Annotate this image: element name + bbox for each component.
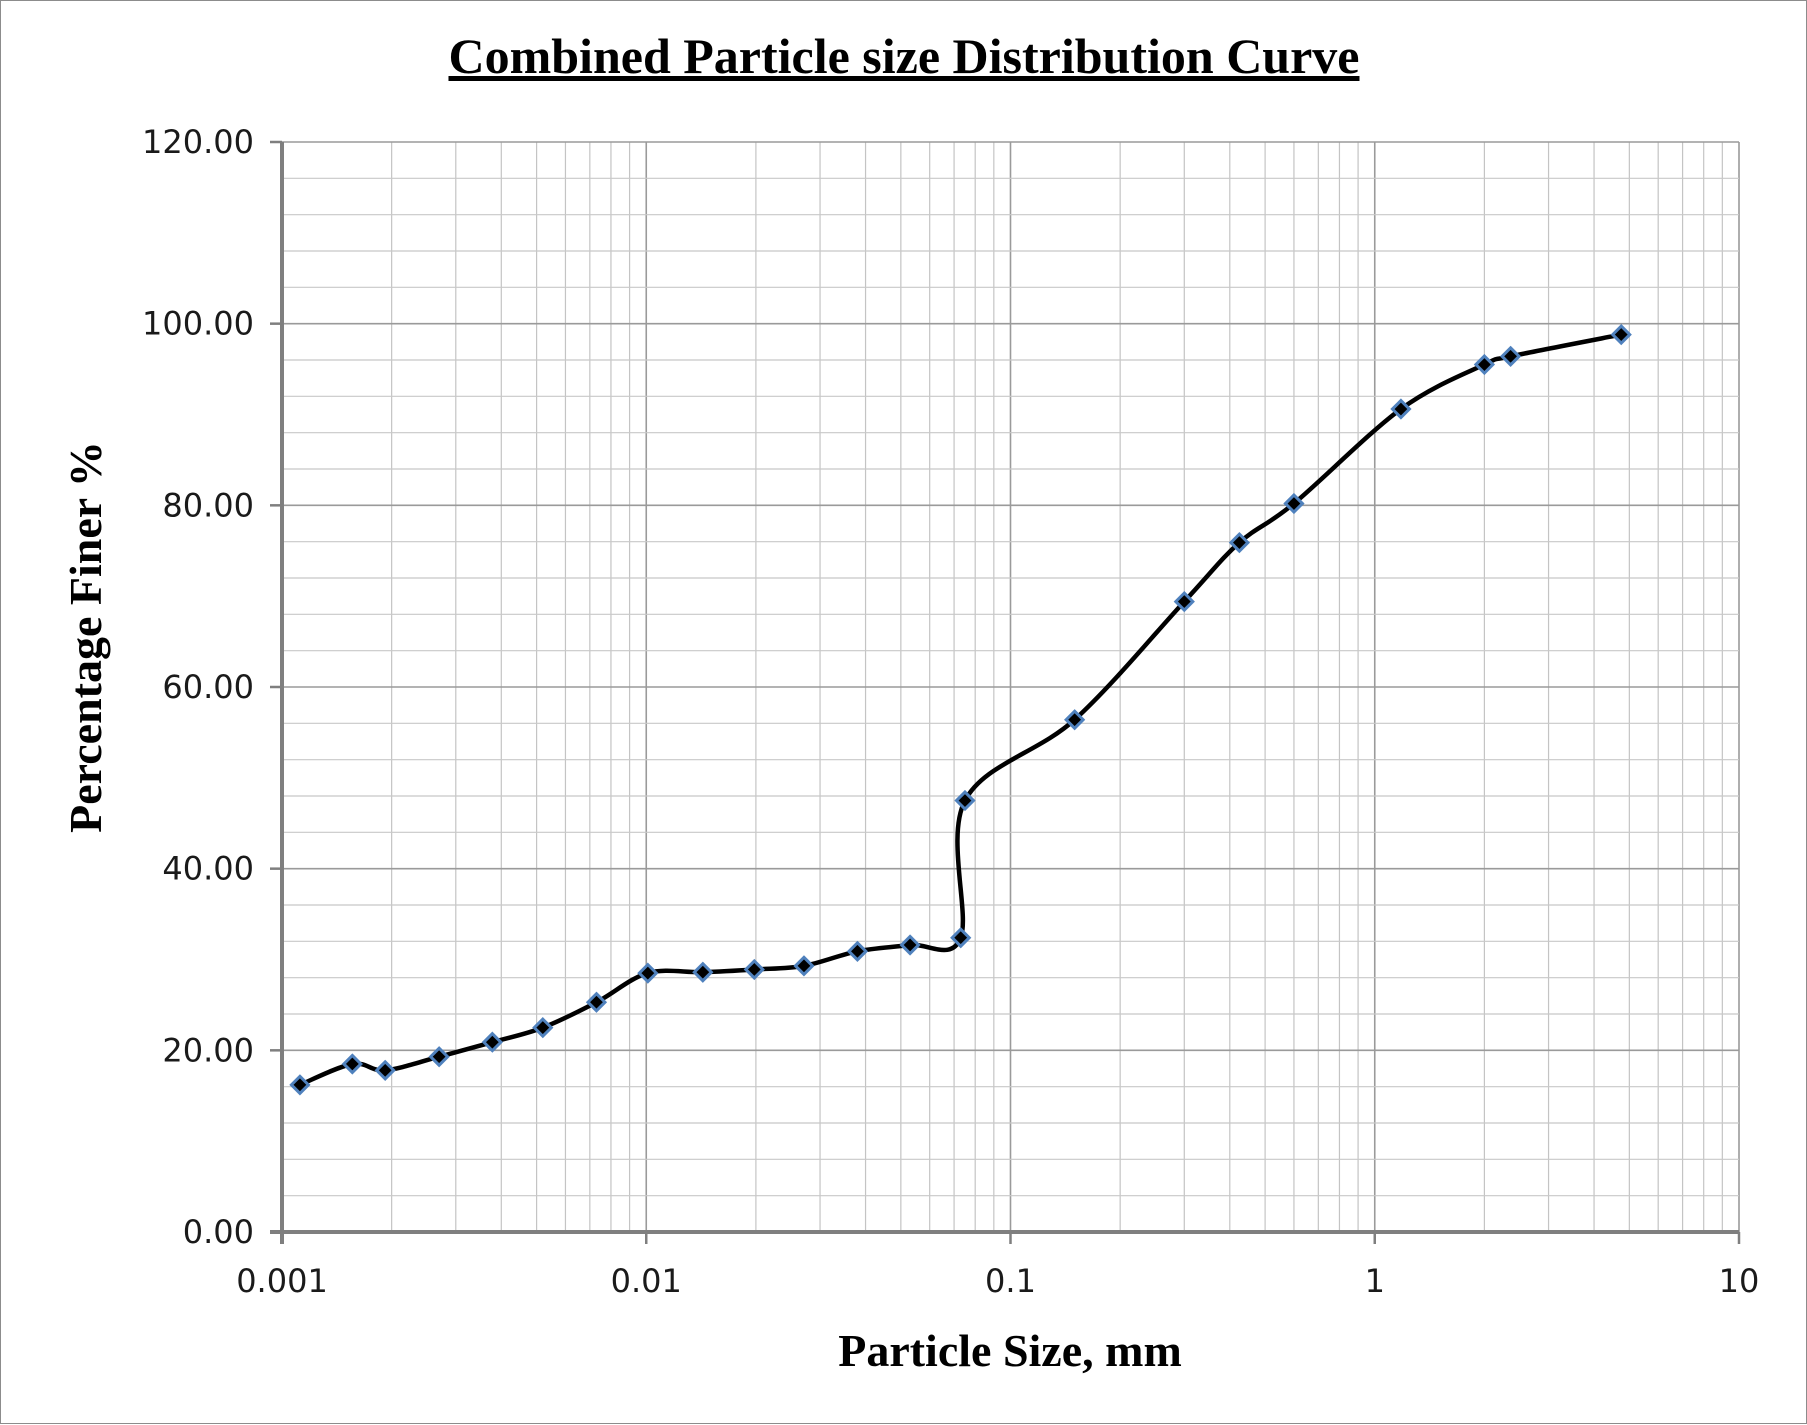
data-point [950,927,972,949]
data-point [743,958,765,981]
grid-lines [281,141,1740,1233]
chart-title: Combined Particle size Distribution Curv… [448,28,1359,84]
data-point [428,1046,450,1068]
data-point [1283,492,1305,515]
x-tick-label: 0.1 [985,1262,1036,1300]
data-point [481,1031,503,1053]
x-tick-label: 10 [1719,1262,1760,1300]
data-point [374,1059,396,1081]
y-tick-label: 120.00 [142,123,254,161]
x-axis-ticks: 0.001 0.01 0.1 1 10 [236,1232,1759,1300]
y-tick-label: 0.00 [183,1213,254,1251]
y-tick-label: 100.00 [142,305,254,343]
y-axis-ticks: 0.00 20.00 40.00 60.00 80.00 100.00 120.00 [142,123,282,1251]
data-point [1173,590,1195,613]
y-tick-label: 80.00 [162,486,254,524]
data-point [1473,353,1496,376]
data-point [954,789,976,812]
distribution-curve [299,332,1622,1087]
x-tick-label: 0.01 [611,1262,682,1300]
x-tick-label: 0.001 [236,1262,328,1300]
y-tick-label: 60.00 [162,668,254,706]
data-point [1228,531,1251,554]
x-axis-title: Particle Size, mm [838,1325,1182,1376]
data-point [532,1017,554,1039]
data-point [341,1053,363,1075]
data-point [846,940,869,962]
data-point [1610,323,1632,346]
data-point [1499,345,1522,367]
data-points [289,323,1632,1096]
y-tick-label: 40.00 [162,850,254,888]
data-point [585,991,608,1013]
axes [270,142,1739,1244]
data-point [289,1074,311,1096]
data-point [793,955,815,977]
data-point [1064,709,1086,731]
data-point [637,962,659,984]
x-tick-label: 1 [1365,1262,1385,1300]
y-tick-label: 20.00 [162,1031,254,1069]
data-point [1390,398,1412,420]
y-axis-title: Percentage Finer % [60,441,111,833]
data-point [899,934,921,956]
data-point [692,961,714,983]
